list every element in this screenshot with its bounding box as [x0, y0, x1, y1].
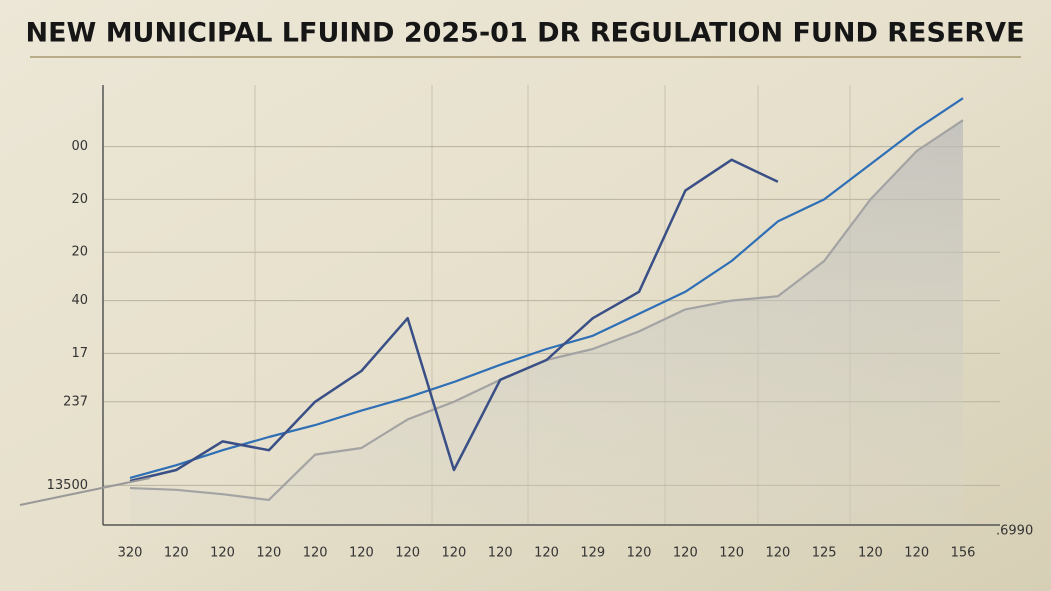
x-tick-label: 120	[858, 546, 883, 561]
x-tick-label: 120	[719, 546, 744, 561]
annotation: .6990	[996, 524, 1033, 539]
x-tick-label: 120	[488, 546, 513, 561]
axis-tail	[19, 477, 151, 506]
line	[129, 158, 779, 483]
x-tick-label: 156	[951, 546, 976, 561]
line	[129, 97, 964, 479]
x-tick-label: 120	[256, 546, 281, 561]
x-tick-label: 120	[904, 546, 929, 561]
chart-title: NEW MUNICIPAL LFUIND 2025-01 DR REGULATI…	[25, 18, 1024, 49]
x-tick-label: 120	[349, 546, 374, 561]
x-tick-label: 120	[164, 546, 189, 561]
x-tick-label: 129	[580, 546, 605, 561]
x-tick-label: 320	[118, 546, 143, 561]
y-tick-label: 20	[71, 192, 88, 207]
area	[130, 120, 963, 525]
x-tick-label: 120	[210, 546, 235, 561]
x-tick-label: 120	[673, 546, 698, 561]
x-tick-label: 120	[303, 546, 328, 561]
y-tick-label: 20	[71, 245, 88, 260]
x-tick-label: 120	[534, 546, 559, 561]
x-tick-label: 120	[395, 546, 420, 561]
x-tick-label: 120	[627, 546, 652, 561]
x-tick-label: 120	[765, 546, 790, 561]
x-tick-label: 120	[442, 546, 467, 561]
y-tick-label: 13500	[47, 478, 88, 493]
y-tick-label: 40	[71, 293, 88, 308]
y-tick-label: 237	[63, 394, 88, 409]
y-tick-label: 00	[71, 139, 88, 154]
x-tick-label: 125	[812, 546, 837, 561]
y-tick-label: 17	[71, 346, 88, 361]
